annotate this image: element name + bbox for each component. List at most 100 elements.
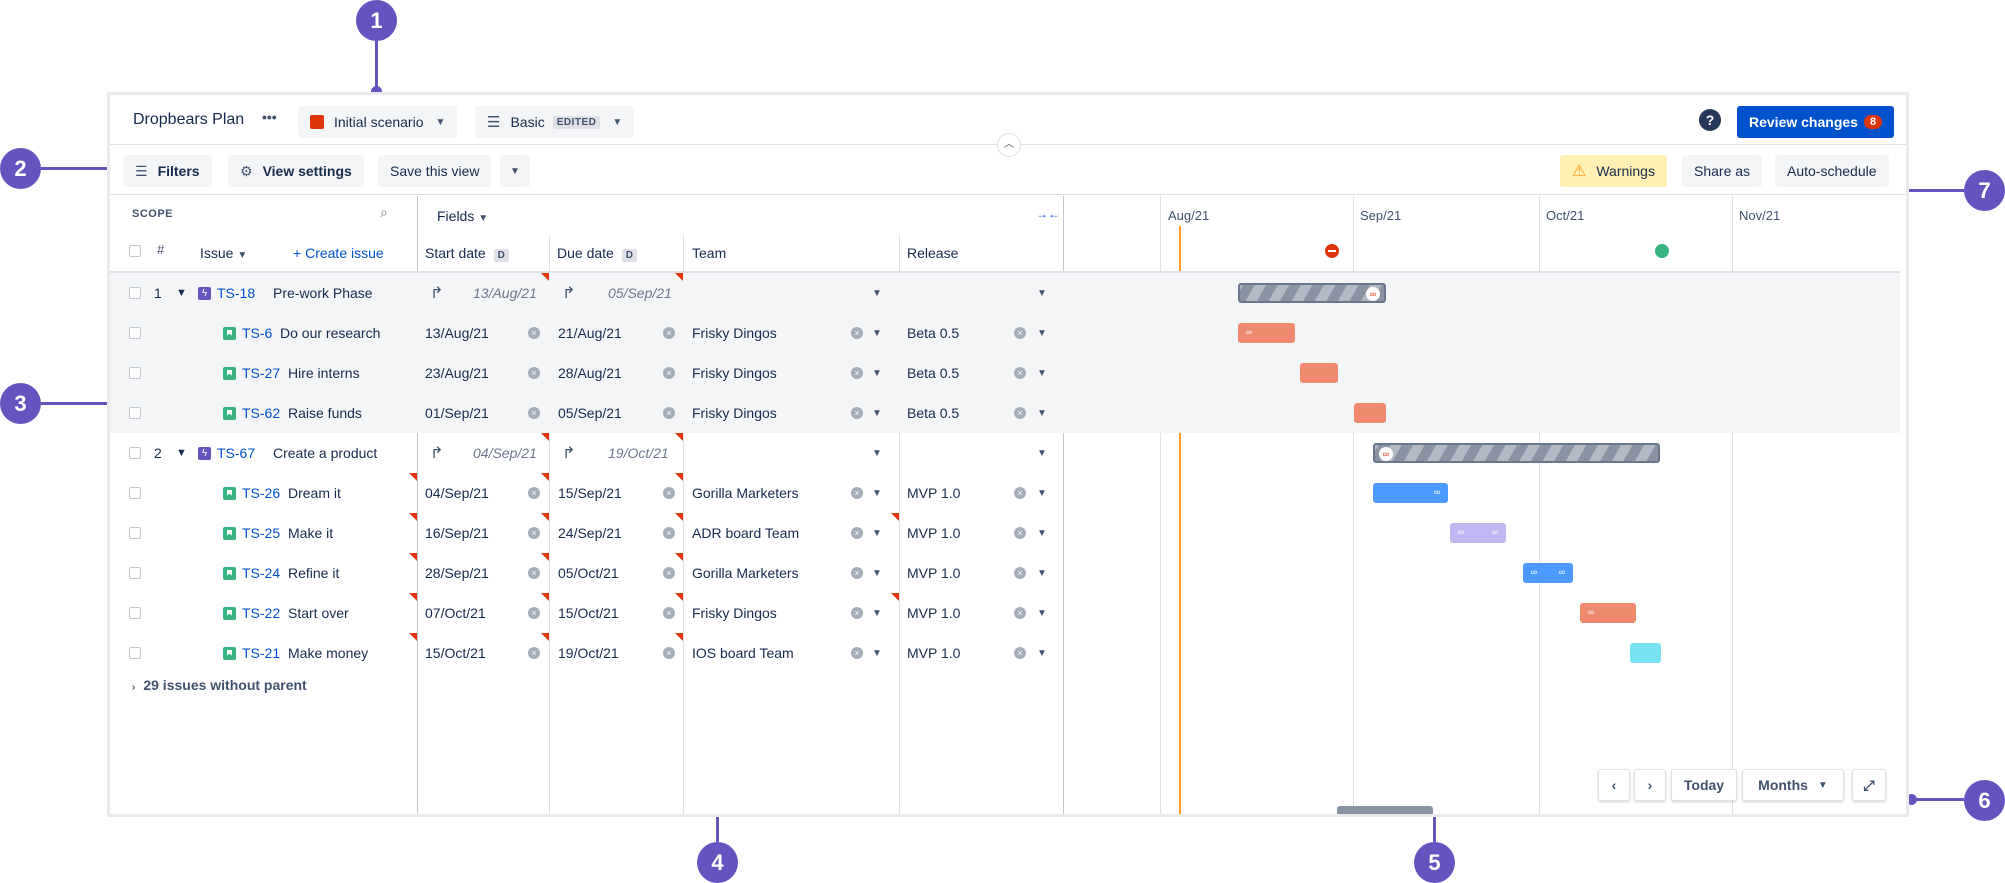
issue-timeline-bar[interactable]: ∞ bbox=[1580, 603, 1636, 623]
issue-timeline-bar[interactable]: ∞ bbox=[1373, 483, 1448, 503]
row-checkbox[interactable] bbox=[129, 527, 141, 539]
clear-icon[interactable]: × bbox=[851, 567, 863, 579]
table-row[interactable]: TS-25 Make it 16/Sep/21 × 24/Sep/21 × ADR boar… bbox=[110, 513, 1900, 553]
link-icon[interactable]: ∞ bbox=[1245, 327, 1253, 337]
save-view-dropdown[interactable]: ▼ bbox=[500, 155, 530, 187]
clear-icon[interactable]: × bbox=[1014, 367, 1026, 379]
release-dropdown-icon[interactable]: ▼ bbox=[1037, 407, 1047, 419]
release-dropdown-icon[interactable]: ▼ bbox=[1037, 567, 1047, 579]
issue-key-link[interactable]: TS-21 bbox=[242, 645, 281, 661]
row-checkbox[interactable] bbox=[129, 487, 141, 499]
clear-icon[interactable]: × bbox=[1014, 527, 1026, 539]
team-dropdown-icon[interactable]: ▼ bbox=[872, 647, 882, 659]
clear-icon[interactable]: × bbox=[528, 327, 540, 339]
release-value[interactable]: MVP 1.0 bbox=[907, 485, 961, 501]
release-value[interactable]: MVP 1.0 bbox=[907, 645, 961, 661]
team-dropdown-icon[interactable]: ▼ bbox=[872, 487, 882, 499]
issue-summary[interactable]: Do our research bbox=[280, 325, 381, 341]
clear-icon[interactable]: × bbox=[851, 487, 863, 499]
release-dropdown-icon[interactable]: ▼ bbox=[1037, 607, 1047, 619]
link-icon[interactable]: ∞ bbox=[1558, 567, 1566, 577]
issue-summary[interactable]: Make it bbox=[288, 525, 334, 541]
team-value[interactable]: Frisky Dingos bbox=[692, 325, 777, 341]
release-marker[interactable] bbox=[1655, 244, 1669, 258]
collapse-fields-icon[interactable]: →← bbox=[1036, 207, 1060, 221]
create-issue-button[interactable]: + Create issue bbox=[293, 245, 384, 261]
start-date-value[interactable]: 01/Sep/21 bbox=[425, 405, 489, 421]
issue-key-link[interactable]: TS-25 bbox=[242, 525, 281, 541]
issue-key-link[interactable]: TS-6 bbox=[242, 325, 273, 341]
release-dropdown-icon[interactable]: ▼ bbox=[1037, 647, 1047, 659]
start-date-value[interactable]: 16/Sep/21 bbox=[425, 525, 489, 541]
due-date-value[interactable]: 19/Oct/21 bbox=[558, 645, 619, 661]
clear-icon[interactable]: × bbox=[1014, 407, 1026, 419]
release-dropdown-icon[interactable]: ▼ bbox=[1037, 447, 1047, 459]
table-row[interactable]: TS-21 Make money 15/Oct/21 × 19/Oct/21 × IOS b… bbox=[110, 633, 1900, 673]
team-dropdown-icon[interactable]: ▼ bbox=[872, 327, 882, 339]
clear-icon[interactable]: × bbox=[528, 527, 540, 539]
team-value[interactable]: Frisky Dingos bbox=[692, 365, 777, 381]
fullscreen-button[interactable]: ⤢ bbox=[1852, 769, 1886, 801]
issue-key-link[interactable]: TS-24 bbox=[242, 565, 281, 581]
clear-icon[interactable]: × bbox=[663, 647, 675, 659]
release-value[interactable]: MVP 1.0 bbox=[907, 605, 961, 621]
release-value[interactable]: Beta 0.5 bbox=[907, 365, 960, 381]
scenario-dropdown[interactable]: Initial scenario ▼ bbox=[298, 106, 458, 138]
row-checkbox[interactable] bbox=[129, 407, 141, 419]
view-dropdown[interactable]: ☰ Basic EDITED ▼ bbox=[475, 106, 635, 138]
clear-icon[interactable]: × bbox=[663, 607, 675, 619]
issue-summary[interactable]: Dream it bbox=[288, 485, 341, 501]
clear-icon[interactable]: × bbox=[528, 407, 540, 419]
issues-without-parent-toggle[interactable]: › 29 issues without parent bbox=[132, 677, 307, 693]
clear-icon[interactable]: × bbox=[663, 527, 675, 539]
issue-key-link[interactable]: TS-67 bbox=[217, 445, 256, 461]
share-as-button[interactable]: Share as bbox=[1682, 155, 1763, 187]
team-dropdown-icon[interactable]: ▼ bbox=[872, 367, 882, 379]
team-value[interactable]: Gorilla Marketers bbox=[692, 485, 799, 501]
team-value[interactable]: Gorilla Marketers bbox=[692, 565, 799, 581]
clear-icon[interactable]: × bbox=[1014, 487, 1026, 499]
link-icon[interactable]: ∞ bbox=[1491, 527, 1499, 537]
issue-summary[interactable]: Raise funds bbox=[288, 405, 362, 421]
table-row[interactable]: 2 ▼ ϟ TS-67 Create a product ↱ 04/Sep/21 ↱ 19/Oc… bbox=[110, 433, 1900, 473]
warnings-button[interactable]: ⚠ Warnings bbox=[1560, 155, 1667, 187]
row-checkbox[interactable] bbox=[129, 647, 141, 659]
team-value[interactable]: Frisky Dingos bbox=[692, 405, 777, 421]
release-dropdown-icon[interactable]: ▼ bbox=[1037, 487, 1047, 499]
release-dropdown-icon[interactable]: ▼ bbox=[1037, 367, 1047, 379]
table-row[interactable]: TS-24 Refine it 28/Sep/21 × 05/Oct/21 × Gorill… bbox=[110, 553, 1900, 593]
team-dropdown-icon[interactable]: ▼ bbox=[872, 527, 882, 539]
due-date-value[interactable]: 05/Sep/21 bbox=[608, 285, 672, 301]
release-warning-marker[interactable] bbox=[1325, 244, 1339, 258]
clear-icon[interactable]: × bbox=[663, 367, 675, 379]
clear-icon[interactable]: × bbox=[1014, 607, 1026, 619]
issue-summary[interactable]: Create a product bbox=[273, 445, 378, 461]
link-icon[interactable]: ∞ bbox=[1433, 487, 1441, 497]
team-value[interactable]: IOS board Team bbox=[692, 645, 794, 661]
collapse-header-icon[interactable]: ︿ bbox=[997, 133, 1021, 157]
save-view-button[interactable]: Save this view bbox=[378, 155, 492, 187]
issue-key-link[interactable]: TS-26 bbox=[242, 485, 281, 501]
release-value[interactable]: Beta 0.5 bbox=[907, 405, 960, 421]
table-row[interactable]: TS-22 Start over 07/Oct/21 × 15/Oct/21 × Frisk… bbox=[110, 593, 1900, 633]
due-date-value[interactable]: 05/Oct/21 bbox=[558, 565, 619, 581]
row-checkbox[interactable] bbox=[129, 567, 141, 579]
due-date-value[interactable]: 15/Oct/21 bbox=[558, 605, 619, 621]
row-checkbox[interactable] bbox=[129, 287, 141, 299]
clear-icon[interactable]: × bbox=[851, 367, 863, 379]
release-dropdown-icon[interactable]: ▼ bbox=[1037, 327, 1047, 339]
row-checkbox[interactable] bbox=[129, 607, 141, 619]
start-date-value[interactable]: 04/Sep/21 bbox=[425, 485, 489, 501]
issue-timeline-bar[interactable] bbox=[1300, 363, 1338, 383]
epic-timeline-bar[interactable]: ∞ bbox=[1238, 283, 1386, 303]
release-value[interactable]: MVP 1.0 bbox=[907, 565, 961, 581]
team-value[interactable]: ADR board Team bbox=[692, 525, 800, 541]
issue-timeline-bar[interactable]: ∞ ∞ bbox=[1523, 563, 1573, 583]
select-all-checkbox[interactable] bbox=[129, 245, 141, 257]
clear-icon[interactable]: × bbox=[528, 567, 540, 579]
clear-icon[interactable]: × bbox=[663, 327, 675, 339]
issue-key-link[interactable]: TS-62 bbox=[242, 405, 281, 421]
start-date-value[interactable]: 23/Aug/21 bbox=[425, 365, 489, 381]
clear-icon[interactable]: × bbox=[851, 407, 863, 419]
team-dropdown-icon[interactable]: ▼ bbox=[872, 287, 882, 299]
